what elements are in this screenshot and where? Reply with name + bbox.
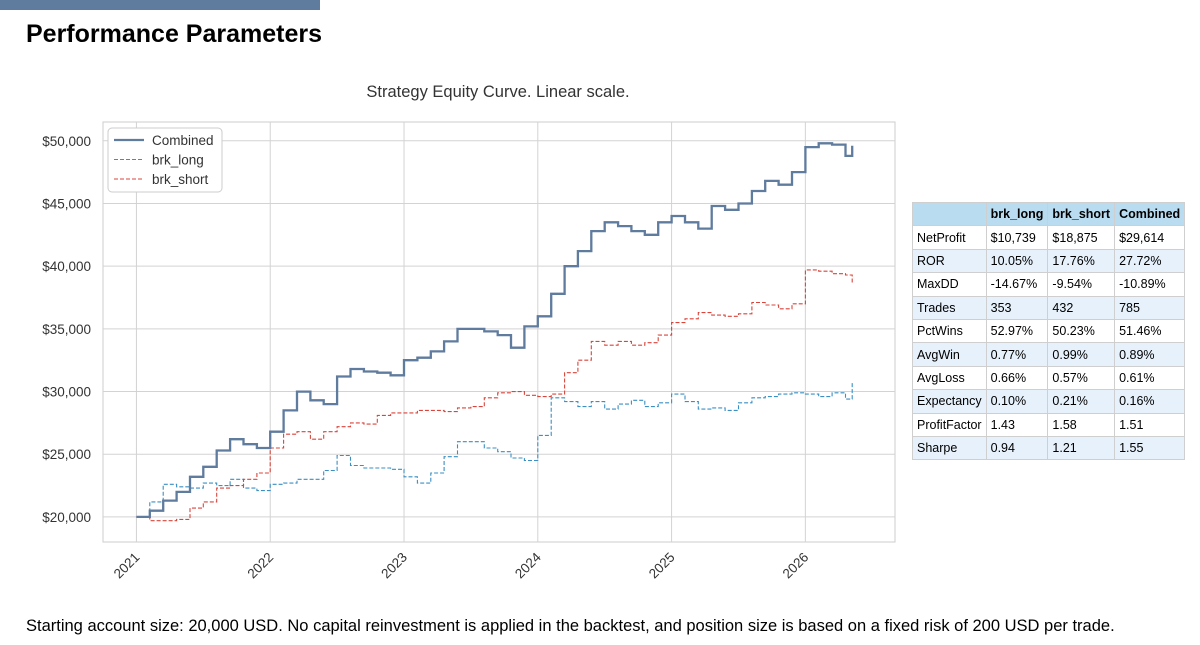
metric-value-cell: 1.55 xyxy=(1114,435,1186,461)
metric-value-cell: 50.23% xyxy=(1047,318,1116,344)
y-tick-label: $25,000 xyxy=(42,447,91,462)
x-tick-label: 2026 xyxy=(780,550,812,582)
metric-name-cell: NetProfit xyxy=(912,225,987,250)
header-accent-bar xyxy=(0,0,320,10)
metric-name-cell: AvgLoss xyxy=(912,365,987,391)
table-row: ROR 10.05% 17.76% 27.72% xyxy=(912,248,1186,274)
x-tick-label: 2024 xyxy=(512,549,544,581)
x-tick-label: 2022 xyxy=(244,550,276,582)
table-row: Expectancy 0.10% 0.21% 0.16% xyxy=(912,389,1186,414)
page-title: Performance Parameters xyxy=(26,20,322,48)
metric-value-cell: 0.66% xyxy=(985,365,1049,391)
metric-value-cell: 17.76% xyxy=(1047,248,1116,274)
legend-label: Combined xyxy=(152,133,214,148)
metric-value-cell: -10.89% xyxy=(1114,272,1186,297)
legend-label: brk_short xyxy=(152,172,209,187)
table-header-cell: brk_short xyxy=(1047,201,1116,227)
chart-legend: Combined brk_long brk_short xyxy=(107,127,223,193)
y-tick-label: $35,000 xyxy=(42,322,91,337)
table-row: AvgWin 0.77% 0.99% 0.89% xyxy=(912,342,1186,367)
metric-name-cell: Trades xyxy=(912,295,987,320)
legend-box xyxy=(107,127,223,193)
series-line-brk-short xyxy=(136,269,853,522)
table-header-cell: brk_long xyxy=(985,201,1049,227)
metric-value-cell: 0.89% xyxy=(1114,342,1186,367)
metric-value-cell: $29,614 xyxy=(1114,225,1186,250)
metric-value-cell: 27.72% xyxy=(1114,248,1186,274)
y-tick-label: $50,000 xyxy=(42,134,91,149)
table-row: NetProfit $10,739 $18,875 $29,614 xyxy=(912,225,1186,250)
metric-value-cell: 1.58 xyxy=(1047,412,1116,437)
table-row: MaxDD -14.67% -9.54% -10.89% xyxy=(912,272,1186,297)
metric-value-cell: 785 xyxy=(1114,295,1186,320)
metric-value-cell: 0.61% xyxy=(1114,365,1186,391)
y-tick-label: $40,000 xyxy=(42,259,91,274)
metric-name-cell: ProfitFactor xyxy=(912,412,987,437)
metric-value-cell: 0.57% xyxy=(1047,365,1116,391)
metric-value-cell: 1.43 xyxy=(985,412,1049,437)
table-row: Trades 353 432 785 xyxy=(912,295,1186,320)
table-row: ProfitFactor 1.43 1.58 1.51 xyxy=(912,412,1186,437)
metric-name-cell: AvgWin xyxy=(912,342,987,367)
metric-value-cell: 52.97% xyxy=(985,318,1049,344)
table-row: Sharpe 0.94 1.21 1.55 xyxy=(912,435,1186,461)
metric-name-cell: Sharpe xyxy=(912,435,987,461)
metric-value-cell: -14.67% xyxy=(985,272,1049,297)
metric-value-cell: 1.21 xyxy=(1047,435,1116,461)
metric-value-cell: 10.05% xyxy=(985,248,1049,274)
x-tick-label: 2025 xyxy=(646,550,678,582)
metric-value-cell: 0.16% xyxy=(1114,389,1186,414)
x-tick-label: 2023 xyxy=(378,550,410,582)
table-row: AvgLoss 0.66% 0.57% 0.61% xyxy=(912,365,1186,391)
series-line-brk-long xyxy=(136,382,853,518)
table-header-cell xyxy=(912,201,987,227)
metric-name-cell: Expectancy xyxy=(912,389,987,414)
y-tick-label: $30,000 xyxy=(42,385,91,400)
metric-value-cell: 1.51 xyxy=(1114,412,1186,437)
metric-name-cell: MaxDD xyxy=(912,272,987,297)
chart-title: Strategy Equity Curve. Linear scale. xyxy=(366,83,629,101)
y-tick-label: $20,000 xyxy=(42,510,91,525)
metric-value-cell: 0.77% xyxy=(985,342,1049,367)
metric-value-cell: 432 xyxy=(1047,295,1116,320)
metric-value-cell: -9.54% xyxy=(1047,272,1116,297)
table-row: PctWins 52.97% 50.23% 51.46% xyxy=(912,318,1186,344)
metric-name-cell: ROR xyxy=(912,248,987,274)
metric-value-cell: 0.10% xyxy=(985,389,1049,414)
table-header-cell: Combined xyxy=(1114,201,1186,227)
metric-value-cell: 0.94 xyxy=(985,435,1049,461)
metric-name-cell: PctWins xyxy=(912,318,987,344)
metric-value-cell: 353 xyxy=(985,295,1049,320)
x-tick-label: 2021 xyxy=(111,550,143,582)
metric-value-cell: 51.46% xyxy=(1114,318,1186,344)
metric-value-cell: 0.99% xyxy=(1047,342,1116,367)
footnote: Starting account size: 20,000 USD. No ca… xyxy=(26,617,1115,635)
legend-label: brk_long xyxy=(152,153,204,168)
performance-table: brk_long brk_short Combined NetProfit $10,7… xyxy=(912,201,1186,461)
metric-value-cell: 0.21% xyxy=(1047,389,1116,414)
series-line-combined xyxy=(136,142,854,519)
metric-value-cell: $10,739 xyxy=(985,225,1049,250)
y-tick-label: $45,000 xyxy=(42,196,91,211)
metric-value-cell: $18,875 xyxy=(1047,225,1116,250)
